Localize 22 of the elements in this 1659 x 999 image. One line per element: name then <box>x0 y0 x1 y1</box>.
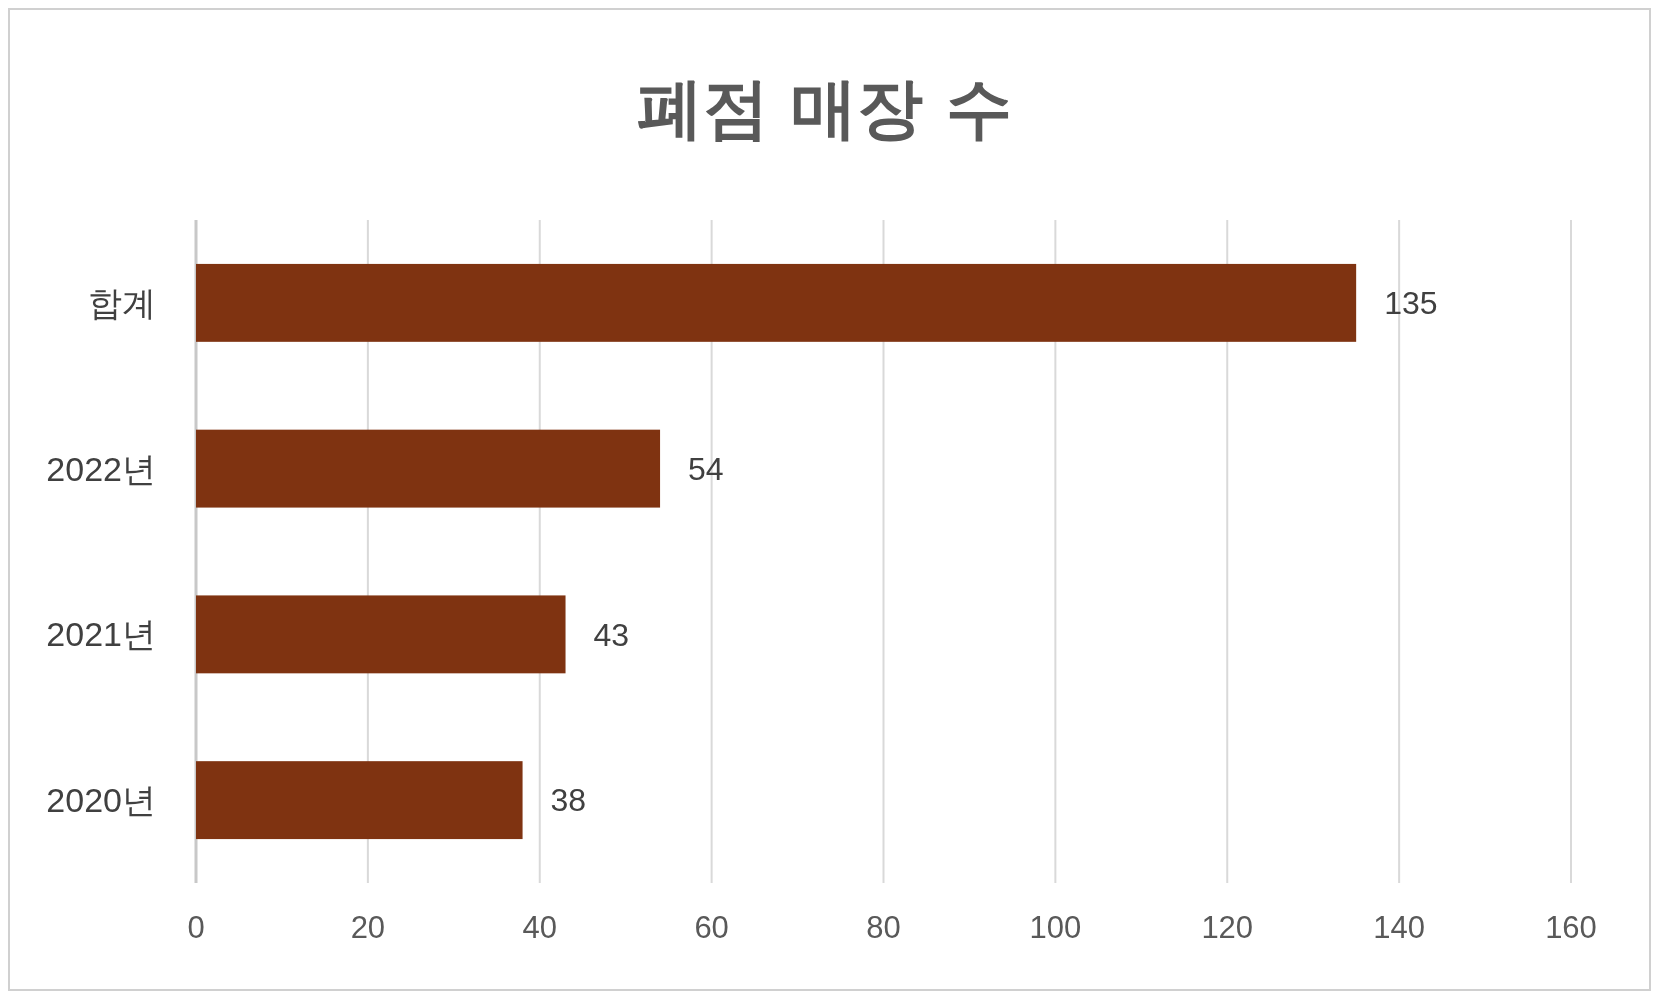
bar <box>196 429 661 508</box>
data-label: 135 <box>1384 285 1438 322</box>
x-tick-label: 160 <box>1545 910 1597 945</box>
y-tick-label: 합계 <box>88 283 156 322</box>
x-tick-label: 120 <box>1201 910 1254 945</box>
y-tick-label: 2021년 <box>46 615 156 654</box>
y-tick-label: 2022년 <box>46 449 156 488</box>
y-tick-label: 2020년 <box>46 781 156 820</box>
chart-title: 폐점 매장 수 <box>636 70 1013 148</box>
data-label: 38 <box>550 782 587 819</box>
bar <box>196 761 523 840</box>
data-label: 54 <box>688 450 724 487</box>
bar <box>196 595 566 674</box>
bar <box>196 263 1357 342</box>
x-tick-label: 60 <box>694 910 729 945</box>
x-tick-label: 80 <box>866 910 901 945</box>
x-tick-label: 0 <box>187 910 205 945</box>
x-tick-label: 20 <box>350 910 386 945</box>
x-tick-label: 100 <box>1029 910 1082 945</box>
x-tick-label: 40 <box>522 910 557 945</box>
data-label: 43 <box>593 616 630 653</box>
x-tick-label: 140 <box>1373 910 1425 945</box>
